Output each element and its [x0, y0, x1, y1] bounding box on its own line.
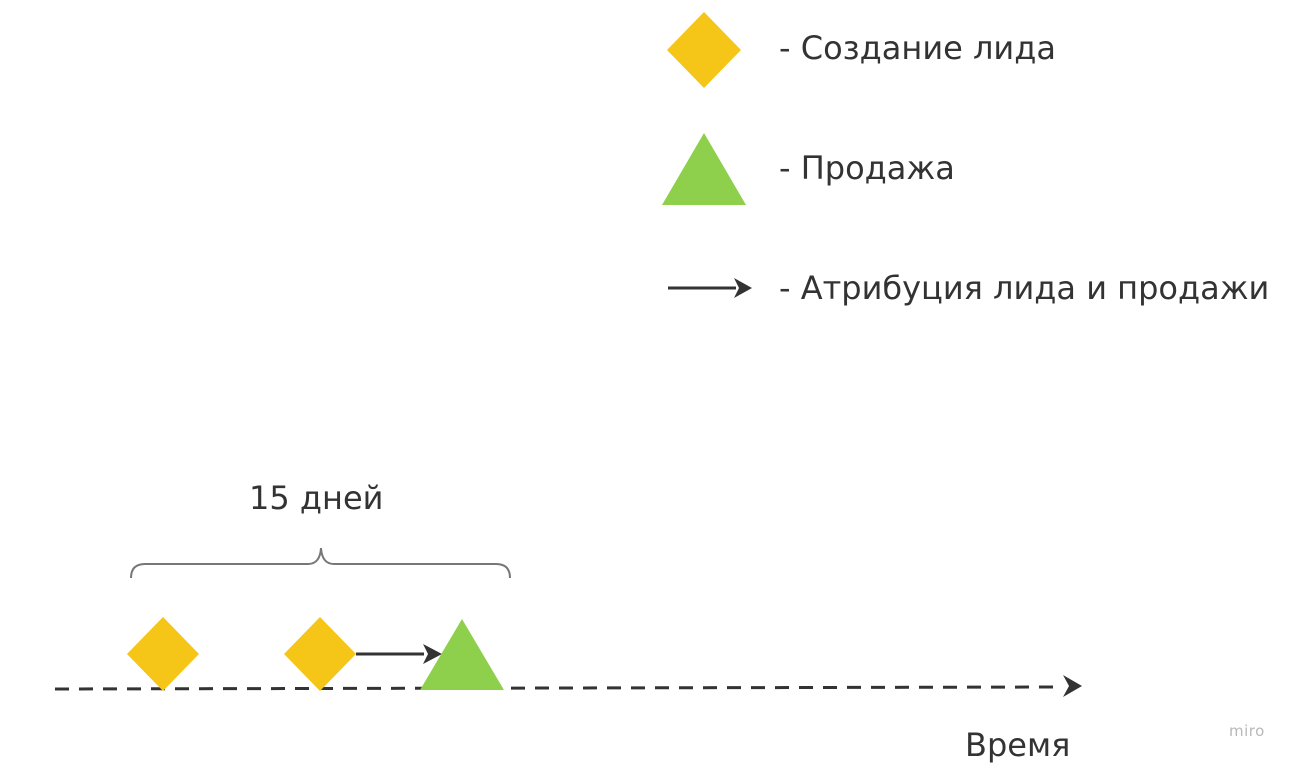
legend-sale-triangle-icon: [662, 133, 746, 205]
legend-attribution-label: - Атрибуция лида и продажи: [779, 269, 1270, 307]
legend-arrow-icon: [668, 278, 752, 298]
time-axis-label: Время: [965, 726, 1071, 764]
span-brace: [130, 547, 511, 579]
attribution-arrow-icon: [356, 644, 442, 664]
legend-lead-diamond-icon: [667, 12, 741, 88]
time-axis-arrow-icon: [1063, 675, 1082, 697]
miro-watermark: miro: [1229, 722, 1265, 740]
legend-lead-label: - Создание лида: [779, 29, 1056, 67]
sale-marker: [420, 619, 504, 690]
lead-marker-1: [127, 617, 199, 691]
span-duration-label: 15 дней: [249, 479, 384, 517]
time-axis-line: [54, 685, 1061, 691]
legend-sale-label: - Продажа: [779, 149, 955, 187]
lead-marker-2: [284, 617, 356, 691]
